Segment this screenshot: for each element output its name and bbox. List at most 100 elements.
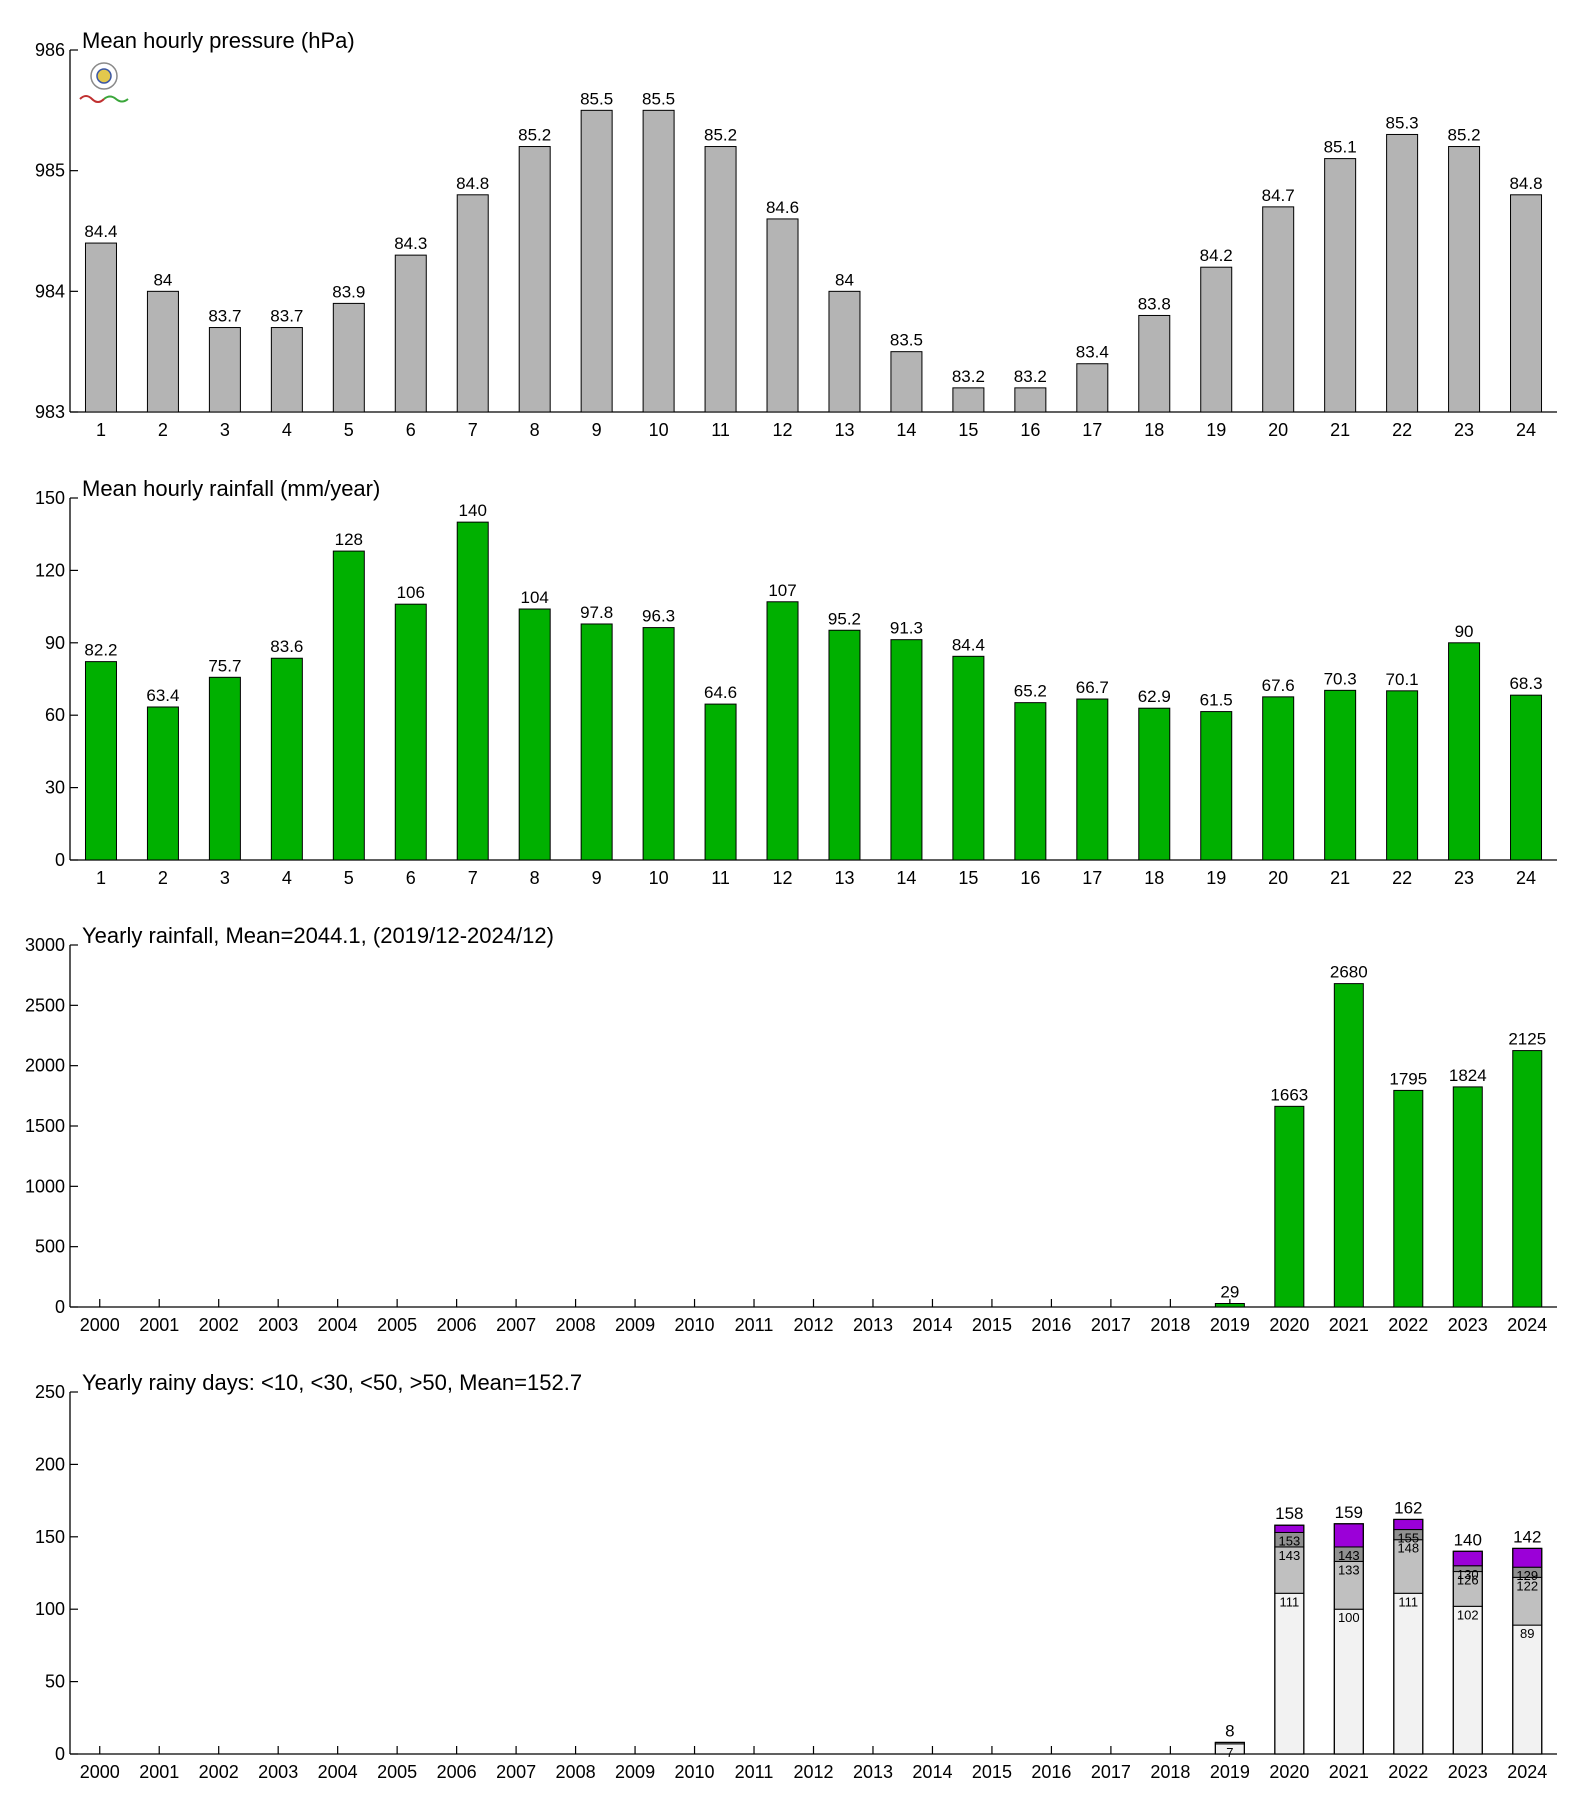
x-tick-label: 2024 <box>1507 1315 1547 1335</box>
x-tick-label: 18 <box>1144 420 1164 440</box>
x-tick-label: 2008 <box>556 1315 596 1335</box>
y-tick-label: 985 <box>35 161 65 181</box>
x-tick-label: 2022 <box>1388 1315 1428 1335</box>
y-tick-label: 500 <box>35 1237 65 1257</box>
x-tick-label: 14 <box>896 420 916 440</box>
x-tick-label: 11 <box>711 420 730 440</box>
y-tick-label: 100 <box>35 1599 65 1619</box>
stacked-segment-label: 111 <box>1279 1594 1299 1609</box>
bar <box>518 146 551 413</box>
x-tick-label: 2000 <box>80 1315 120 1335</box>
bar <box>208 676 241 861</box>
bar <box>1274 1105 1305 1308</box>
x-tick-label: 2021 <box>1329 1315 1369 1335</box>
bar-value-label: 83.2 <box>952 367 985 386</box>
bar-value-label: 62.9 <box>1138 687 1171 706</box>
bar <box>270 327 303 413</box>
x-tick-label: 2 <box>158 868 168 888</box>
x-tick-label: 2009 <box>615 1315 655 1335</box>
bar <box>146 290 179 413</box>
stacked-segment <box>1452 1605 1483 1755</box>
x-tick-label: 2014 <box>912 1762 952 1782</box>
chart-title: Mean hourly pressure (hPa) <box>82 28 355 53</box>
y-tick-label: 250 <box>35 1382 65 1402</box>
bar-value-label: 2125 <box>1508 1030 1546 1049</box>
bar <box>828 629 861 861</box>
stacked-total-label: 8 <box>1225 1721 1234 1740</box>
x-tick-label: 16 <box>1020 420 1040 440</box>
bar <box>1014 387 1047 413</box>
y-tick-label: 200 <box>35 1454 65 1474</box>
x-tick-label: 3 <box>220 868 230 888</box>
x-tick-label: 2013 <box>853 1315 893 1335</box>
x-tick-label: 7 <box>468 420 478 440</box>
bar <box>642 627 675 861</box>
bar-value-label: 83.8 <box>1138 294 1171 313</box>
bar-value-label: 64.6 <box>704 683 737 702</box>
x-tick-label: 2009 <box>615 1762 655 1782</box>
stacked-bar-outline <box>1214 1741 1245 1755</box>
x-tick-label: 20 <box>1268 420 1288 440</box>
stacked-segment-label: 133 <box>1338 1562 1360 1577</box>
bar <box>1393 1089 1424 1308</box>
x-tick-label: 2020 <box>1269 1762 1309 1782</box>
y-tick-label: 120 <box>35 560 65 580</box>
stacked-segment <box>1393 1518 1424 1531</box>
chart-title: Yearly rainfall, Mean=2044.1, (2019/12-2… <box>82 923 554 948</box>
stacked-segment <box>1512 1547 1543 1568</box>
bar-value-label: 85.3 <box>1386 113 1419 132</box>
x-tick-label: 15 <box>958 420 978 440</box>
stacked-segment <box>1512 1624 1543 1755</box>
x-tick-label: 2015 <box>972 1762 1012 1782</box>
bar <box>1200 711 1233 861</box>
bar-value-label: 1824 <box>1449 1066 1487 1085</box>
bar <box>828 290 861 413</box>
x-tick-label: 2013 <box>853 1762 893 1782</box>
lab-logo <box>79 62 129 103</box>
bar-value-label: 63.4 <box>146 686 179 705</box>
stacked-segment-label: 155 <box>1397 1531 1419 1546</box>
x-tick-label: 22 <box>1392 420 1412 440</box>
bar <box>1510 194 1543 413</box>
y-tick-label: 150 <box>35 1527 65 1547</box>
bar <box>1386 690 1419 861</box>
bar-value-label: 85.1 <box>1324 138 1357 157</box>
bar-value-label: 84.2 <box>1200 246 1233 265</box>
x-tick-label: 22 <box>1392 868 1412 888</box>
x-tick-label: 2019 <box>1210 1762 1250 1782</box>
x-tick-label: 2012 <box>793 1762 833 1782</box>
bar <box>1452 1086 1483 1308</box>
bar <box>580 623 613 861</box>
x-tick-label: 16 <box>1020 868 1040 888</box>
x-tick-label: 2019 <box>1210 1315 1250 1335</box>
y-tick-label: 983 <box>35 402 65 422</box>
bar <box>1262 206 1295 413</box>
x-tick-label: 11 <box>711 868 730 888</box>
x-tick-label: 2016 <box>1031 1315 1071 1335</box>
bar-value-label: 90 <box>1455 622 1474 641</box>
bar <box>1333 983 1364 1308</box>
bar <box>332 550 365 861</box>
x-tick-label: 17 <box>1082 868 1102 888</box>
stacked-bar-outline <box>1512 1547 1543 1755</box>
bar-value-label: 61.5 <box>1200 691 1233 710</box>
y-tick-label: 984 <box>35 281 65 301</box>
x-tick-label: 2010 <box>675 1315 715 1335</box>
bar-value-label: 95.2 <box>828 609 861 628</box>
bar-value-label: 83.7 <box>208 307 241 326</box>
bar-value-label: 104 <box>521 588 549 607</box>
bar <box>1076 363 1109 413</box>
bar-value-label: 83.5 <box>890 331 923 350</box>
bar <box>1324 689 1357 861</box>
bar <box>1200 266 1233 413</box>
bar-value-label: 83.6 <box>270 637 303 656</box>
x-tick-label: 2022 <box>1388 1762 1428 1782</box>
bar <box>270 657 303 861</box>
x-tick-label: 2016 <box>1031 1762 1071 1782</box>
stacked-segment <box>1333 1608 1364 1755</box>
x-tick-label: 2023 <box>1448 1315 1488 1335</box>
bar <box>332 302 365 413</box>
bar-value-label: 65.2 <box>1014 682 1047 701</box>
bar-value-label: 91.3 <box>890 619 923 638</box>
